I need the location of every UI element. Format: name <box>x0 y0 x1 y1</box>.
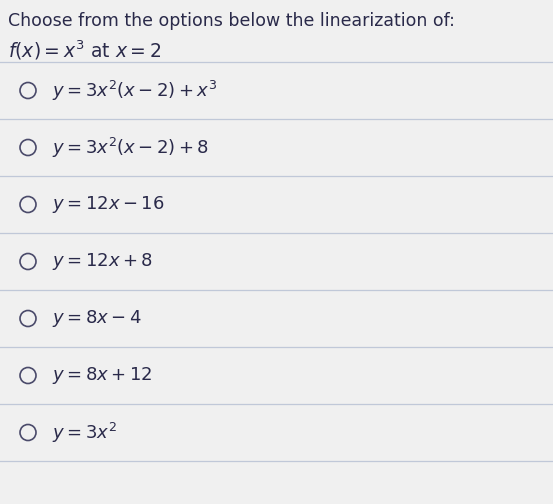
Text: $y = 3x^2(x-2) + x^3$: $y = 3x^2(x-2) + x^3$ <box>52 79 217 102</box>
Circle shape <box>20 310 36 327</box>
Text: $y = 3x^2$: $y = 3x^2$ <box>52 420 117 445</box>
Circle shape <box>20 254 36 270</box>
Text: $y = 12x - 16$: $y = 12x - 16$ <box>52 194 165 215</box>
Circle shape <box>20 140 36 156</box>
Circle shape <box>20 424 36 440</box>
Text: $y = 12x + 8$: $y = 12x + 8$ <box>52 251 153 272</box>
Text: $y = 8x - 4$: $y = 8x - 4$ <box>52 308 142 329</box>
Circle shape <box>20 197 36 213</box>
Text: $y = 8x + 12$: $y = 8x + 12$ <box>52 365 153 386</box>
Text: $y = 3x^2(x-2) + 8$: $y = 3x^2(x-2) + 8$ <box>52 136 209 160</box>
Circle shape <box>20 367 36 384</box>
Circle shape <box>20 83 36 98</box>
Text: Choose from the options below the linearization of:: Choose from the options below the linear… <box>8 12 455 30</box>
Text: $f(x) = x^3$ at $x = 2$: $f(x) = x^3$ at $x = 2$ <box>8 38 161 61</box>
